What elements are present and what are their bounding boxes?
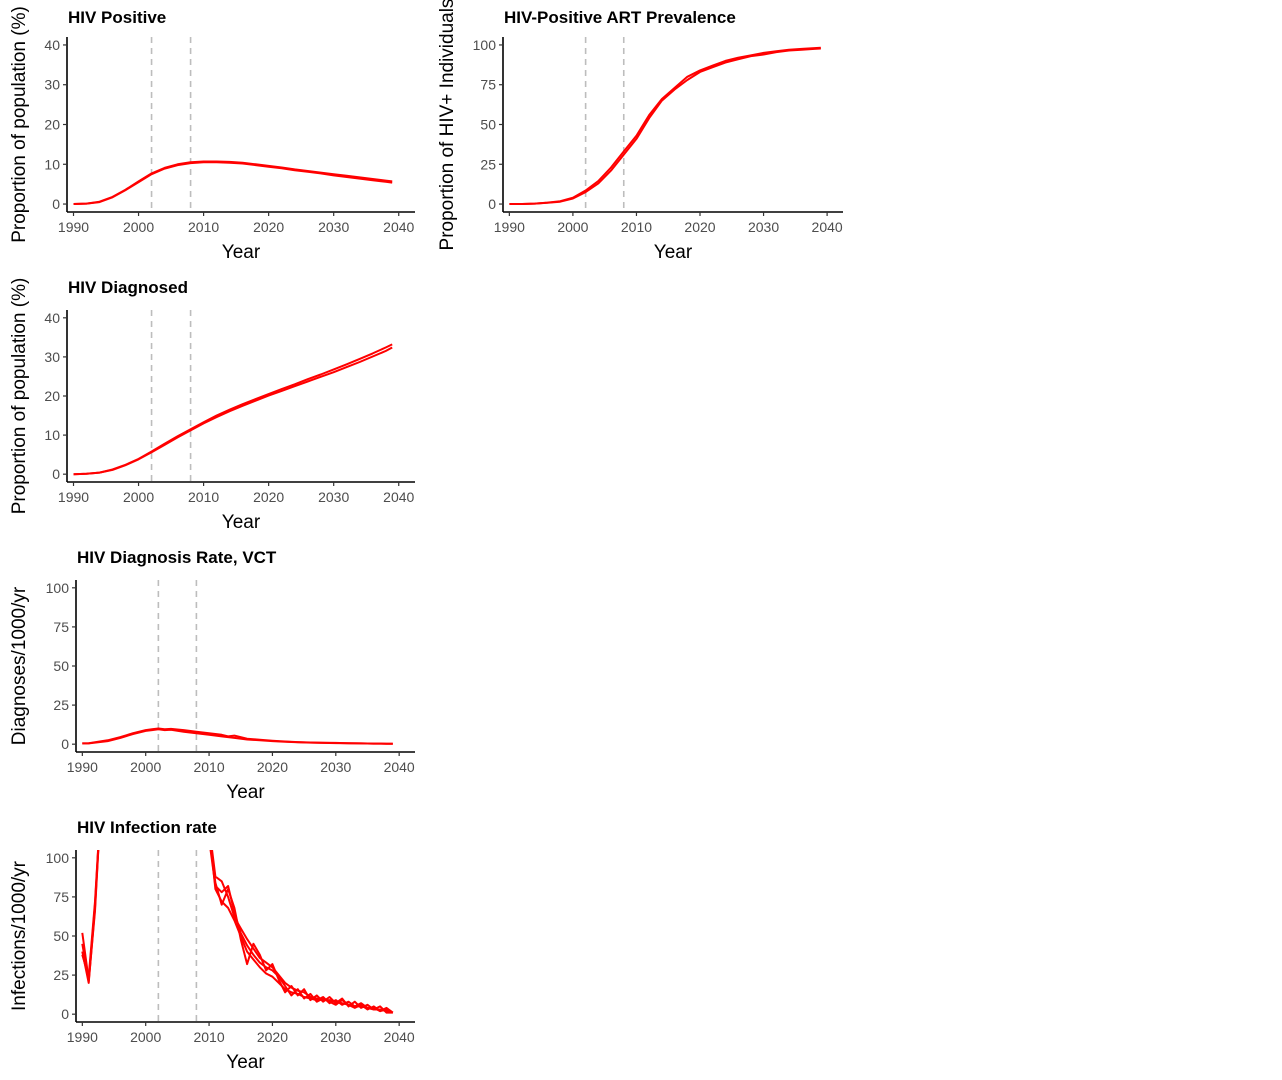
x-tick-label: 2040 — [383, 489, 414, 505]
y-tick-label: 0 — [61, 736, 69, 752]
x-tick-label: 2030 — [320, 1029, 351, 1045]
series-line-2 — [82, 727, 393, 745]
x-tick-label: 2010 — [193, 1029, 224, 1045]
x-tick-label: 2000 — [123, 489, 154, 505]
series-line-2 — [73, 343, 393, 476]
series-line-2 — [509, 46, 821, 205]
chart-title: HIV Diagnosis Rate, VCT — [77, 548, 277, 567]
y-tick-label: 30 — [44, 77, 60, 93]
y-axis-label: Proportion of population (%) — [9, 6, 30, 243]
series-line-1 — [73, 161, 393, 205]
x-tick-label: 1990 — [67, 759, 98, 775]
chart-panel-3: HIV Diagnosed Proportion of population (%… — [9, 278, 415, 533]
x-tick-label: 2040 — [812, 219, 843, 235]
x-tick-label: 2020 — [253, 489, 284, 505]
y-tick-label: 0 — [52, 466, 60, 482]
x-tick-label: 2040 — [384, 759, 415, 775]
chart-title: HIV Positive — [68, 8, 166, 27]
y-tick-label: 50 — [53, 928, 69, 944]
x-tick-label: 2010 — [188, 219, 219, 235]
x-tick-label: 1990 — [494, 219, 525, 235]
x-tick-label: 2030 — [318, 219, 349, 235]
x-axis-label: Year — [226, 1052, 265, 1073]
y-tick-label: 25 — [53, 967, 69, 983]
chart-title: HIV Infection rate — [77, 818, 217, 837]
y-tick-label: 100 — [46, 580, 70, 596]
x-axis-label: Year — [222, 242, 261, 263]
y-tick-label: 75 — [480, 77, 496, 93]
x-tick-label: 2020 — [257, 1029, 288, 1045]
chart-panel-1: HIV Positive Proportion of population (%)… — [9, 6, 415, 263]
x-tick-label: 2010 — [188, 489, 219, 505]
x-axis-label: Year — [654, 242, 693, 263]
y-tick-label: 0 — [61, 1006, 69, 1022]
y-tick-label: 20 — [44, 388, 60, 404]
y-tick-label: 40 — [44, 37, 60, 53]
y-tick-label: 75 — [53, 889, 69, 905]
y-tick-label: 50 — [480, 117, 496, 133]
x-tick-label: 1990 — [58, 489, 89, 505]
y-tick-label: 30 — [44, 349, 60, 365]
x-tick-label: 2030 — [748, 219, 779, 235]
x-tick-label: 2030 — [318, 489, 349, 505]
x-tick-label: 2030 — [320, 759, 351, 775]
x-axis-label: Year — [226, 782, 265, 803]
y-tick-label: 0 — [488, 196, 496, 212]
series-line-2 — [73, 160, 393, 205]
x-tick-label: 2020 — [684, 219, 715, 235]
y-axis-label: Proportion of HIV+ Individuals — [437, 0, 458, 250]
x-axis-label: Year — [222, 512, 261, 533]
x-tick-label: 2000 — [123, 219, 154, 235]
x-tick-label: 2000 — [557, 219, 588, 235]
x-tick-label: 2000 — [130, 759, 161, 775]
y-tick-label: 50 — [53, 658, 69, 674]
y-axis-label: Infections/1000/yr — [9, 860, 30, 1011]
y-tick-label: 25 — [53, 697, 69, 713]
y-tick-label: 100 — [46, 850, 70, 866]
chart-panel-4: HIV Diagnosis Rate, VCT Diagnoses/1000/yr… — [9, 548, 415, 803]
y-tick-label: 10 — [44, 427, 60, 443]
chart-panel-5: HIV Infection rate Infections/1000/yr Year… — [9, 818, 415, 1073]
series-line-4 — [81, 850, 394, 1014]
y-tick-label: 25 — [480, 156, 496, 172]
x-tick-label: 2020 — [253, 219, 284, 235]
y-axis-label: Diagnoses/1000/yr — [9, 586, 30, 745]
y-tick-label: 100 — [473, 37, 497, 53]
x-tick-label: 1990 — [58, 219, 89, 235]
x-tick-label: 2020 — [257, 759, 288, 775]
y-tick-label: 20 — [44, 117, 60, 133]
series-line-1 — [509, 47, 821, 205]
y-tick-label: 10 — [44, 156, 60, 172]
x-tick-label: 1990 — [67, 1029, 98, 1045]
chart-title: HIV Diagnosed — [68, 278, 188, 297]
chart-title: HIV-Positive ART Prevalence — [504, 8, 736, 27]
x-tick-label: 2000 — [130, 1029, 161, 1045]
x-tick-label: 2040 — [383, 219, 414, 235]
y-tick-label: 75 — [53, 619, 69, 635]
y-axis-label: Proportion of population (%) — [9, 278, 30, 515]
y-tick-label: 0 — [52, 196, 60, 212]
x-tick-label: 2040 — [384, 1029, 415, 1045]
chart-panel-2: HIV-Positive ART Prevalence Proportion of… — [437, 0, 843, 263]
x-tick-label: 2010 — [193, 759, 224, 775]
series-line-1 — [73, 346, 393, 476]
x-tick-label: 2010 — [621, 219, 652, 235]
y-tick-label: 40 — [44, 310, 60, 326]
